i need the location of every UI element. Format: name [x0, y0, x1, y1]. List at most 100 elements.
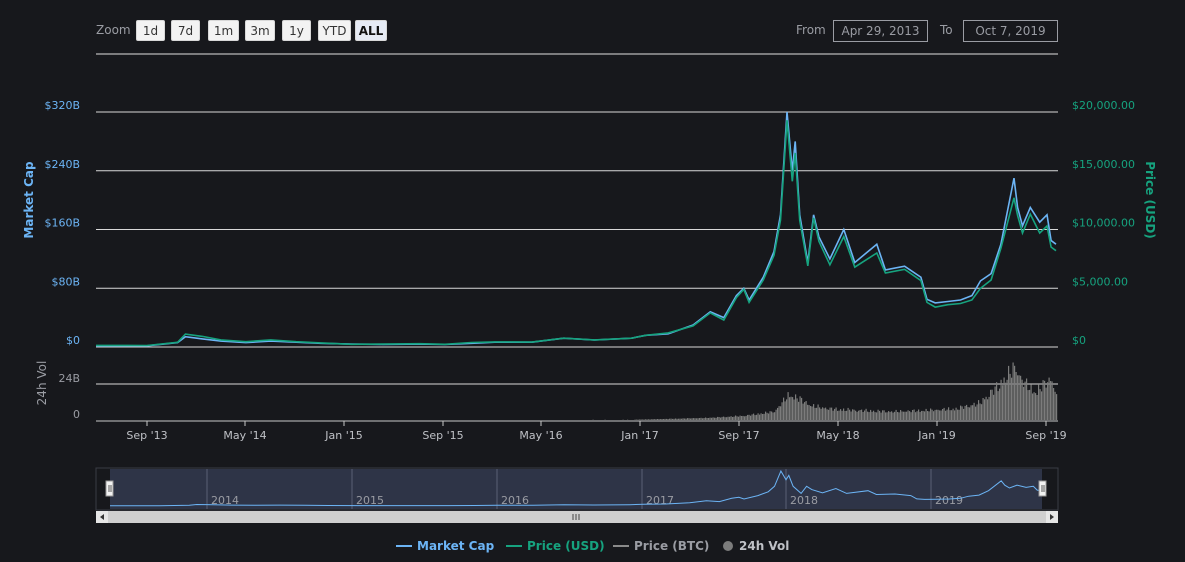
volume-bar [970, 405, 972, 420]
zoom-7d-button[interactable]: 7d [171, 20, 200, 41]
volume-bar [736, 416, 738, 420]
volume-bar [732, 417, 734, 420]
legend-item-price-btc[interactable]: Price (BTC) [613, 539, 709, 553]
legend-item-price-usd[interactable]: Price (USD) [506, 539, 605, 553]
to-date-input[interactable]: Oct 7, 2019 [963, 20, 1058, 42]
volume-bar [735, 415, 737, 420]
volume-bar [1033, 392, 1035, 420]
volume-bar [708, 418, 710, 420]
navigator-year-label: 2014 [211, 494, 239, 507]
legend-label: Market Cap [417, 539, 495, 553]
volume-bar [966, 404, 968, 420]
volume-bar [865, 408, 867, 420]
legend-item-market-cap[interactable]: Market Cap [396, 539, 494, 553]
left-axis-title: Market Cap [22, 161, 36, 239]
volume-bar [756, 414, 758, 420]
x-tick-label: Sep '19 [1025, 429, 1066, 442]
volume-bar [882, 410, 884, 420]
navigator-year-label: 2017 [646, 494, 674, 507]
zoom-1m-button[interactable]: 1m [208, 20, 239, 41]
legend-swatch [396, 545, 412, 547]
volume-bar [801, 397, 803, 420]
volume-bar [760, 413, 762, 420]
zoom-all-button[interactable]: ALL [355, 20, 387, 41]
volume-bar [1053, 388, 1055, 420]
scrollbar-thumb[interactable] [108, 511, 1046, 523]
volume-bar [1015, 372, 1017, 420]
volume-bar [922, 410, 924, 420]
volume-bar [1029, 389, 1031, 420]
volume-bar [895, 409, 897, 420]
right-tick-label: $20,000.00 [1072, 99, 1135, 112]
volume-bar [1020, 375, 1022, 420]
volume-bar [706, 418, 708, 420]
volume-bar [1056, 394, 1058, 420]
volume-bar [907, 410, 909, 420]
volume-bar [850, 411, 852, 420]
navigator-year-label: 2018 [790, 494, 818, 507]
zoom-3m-button[interactable]: 3m [245, 20, 275, 41]
volume-bar [825, 407, 827, 420]
volume-bar [772, 412, 774, 420]
volume-bar [757, 413, 759, 420]
volume-bar [712, 417, 714, 420]
volume-bar [648, 419, 650, 420]
volume-bar [781, 402, 783, 420]
volume-bar [835, 407, 837, 420]
zoom-1y-button[interactable]: 1y [282, 20, 311, 41]
legend-item-24h-vol[interactable]: 24h Vol [723, 539, 789, 553]
volume-bar [924, 411, 926, 420]
scrollbar-right-arrow-icon[interactable] [1046, 511, 1058, 523]
volume-bar [763, 413, 765, 420]
volume-bar [862, 412, 864, 420]
volume-bar [888, 411, 890, 420]
navigator-selection[interactable] [110, 469, 1042, 509]
volume-bar [867, 411, 869, 420]
from-date-input[interactable]: Apr 29, 2013 [833, 20, 928, 42]
volume-bar [709, 417, 711, 420]
legend-swatch [506, 545, 522, 547]
navigator-right-handle[interactable] [1038, 480, 1047, 497]
volume-bar [939, 410, 941, 420]
volume-bar [759, 414, 761, 420]
navigator-year-label: 2016 [501, 494, 529, 507]
scrollbar-left-arrow-icon[interactable] [96, 511, 108, 523]
volume-bar [979, 403, 981, 420]
volume-bar [811, 406, 813, 420]
volume-bar [844, 411, 846, 420]
volume-bar [699, 418, 701, 420]
volume-bar [721, 416, 723, 420]
volume-bar [1048, 377, 1050, 420]
volume-bar [864, 410, 866, 420]
volume-bar [696, 418, 698, 420]
right-tick-label: $15,000.00 [1072, 158, 1135, 171]
left-tick-label: $320B [44, 99, 80, 112]
zoom-ytd-button[interactable]: YTD [318, 20, 351, 41]
legend-label: Price (USD) [527, 539, 605, 553]
volume-bar [1038, 384, 1040, 420]
navigator-left-handle[interactable] [105, 480, 114, 497]
volume-bar [690, 418, 692, 420]
volume-bar [961, 406, 963, 420]
zoom-1d-button[interactable]: 1d [136, 20, 165, 41]
volume-bar [841, 410, 843, 420]
volume-bar [792, 397, 794, 420]
volume-bar [996, 382, 998, 420]
volume-bar [937, 409, 939, 420]
volume-bar [957, 409, 959, 420]
volume-bar [828, 409, 830, 420]
volume-bar [649, 419, 651, 420]
volume-bar [999, 388, 1001, 420]
right-tick-label: $0 [1072, 334, 1086, 347]
volume-bar [933, 411, 935, 420]
volume-bar [894, 411, 896, 420]
volume-bar [810, 406, 812, 420]
volume-bar [976, 404, 978, 420]
x-tick-label: May '14 [223, 429, 266, 442]
volume-bar [891, 411, 893, 420]
volume-bar [804, 402, 806, 420]
volume-bar [748, 414, 750, 420]
volume-bar [1026, 378, 1028, 420]
navigator-line [110, 469, 1043, 507]
volume-bar [930, 408, 932, 420]
